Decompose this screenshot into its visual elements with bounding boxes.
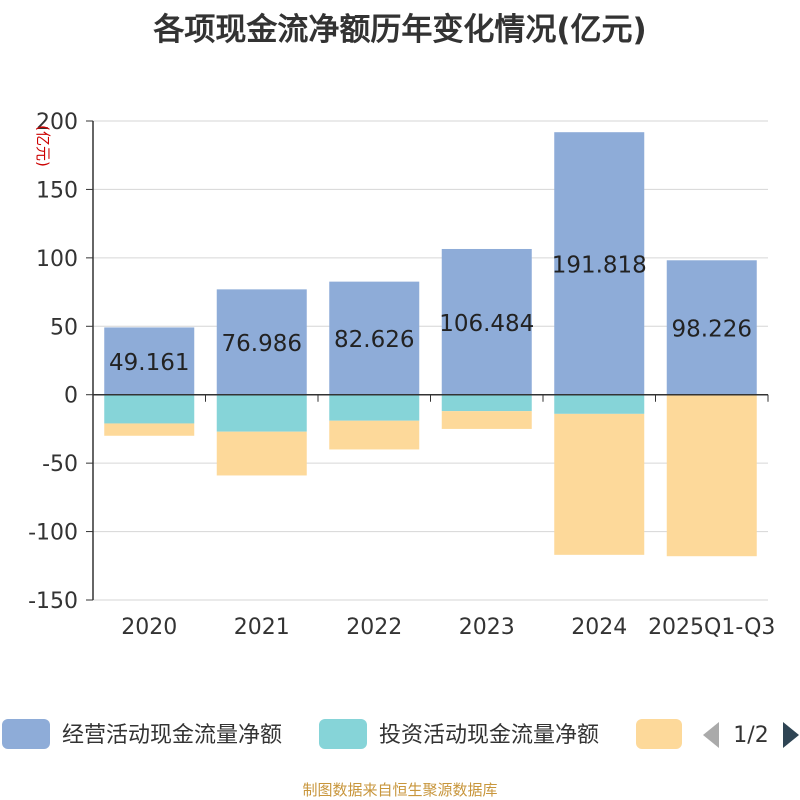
legend-next-arrow-icon[interactable]	[783, 722, 799, 748]
bar-2-2021	[216, 394, 307, 432]
bar-1-2025Q1-Q3	[666, 260, 757, 395]
grid-layer	[93, 120, 768, 601]
legend-label-2: 投资活动现金流量净额	[379, 723, 599, 748]
bar-1-2021	[216, 289, 307, 395]
data-label-2021: 76.986	[222, 331, 302, 357]
legend-swatch-2	[319, 719, 367, 749]
y-tick-label: 100	[36, 247, 78, 272]
data-label-2022: 82.626	[334, 327, 414, 353]
bar-3-2021	[216, 431, 307, 476]
bar-1-2023	[441, 248, 532, 395]
bar-2-2023	[441, 394, 532, 412]
bar-1-2020	[104, 327, 195, 395]
bar-3-2023	[441, 411, 532, 429]
y-axis-unit-label: (亿元)	[34, 125, 52, 167]
x-tick-label: 2023	[459, 615, 515, 640]
y-tick-label: 150	[36, 178, 78, 203]
data-label-2020: 49.161	[109, 350, 189, 376]
bar-1-2022	[329, 281, 420, 395]
legend-page-indicator: 1/2	[733, 723, 768, 748]
data-label-2023: 106.484	[439, 311, 534, 337]
bar-3-2024	[554, 413, 645, 555]
bar-2-2022	[329, 394, 420, 421]
x-tick-label: 2021	[234, 615, 290, 640]
bar-2-2020	[104, 394, 195, 424]
y-tick-label: -150	[28, 589, 78, 614]
y-tick-label: -50	[42, 452, 78, 477]
y-tick-label: 200	[36, 110, 78, 135]
legend-swatch-1	[2, 719, 50, 749]
x-tick-label: 2024	[571, 615, 627, 640]
source-note: 制图数据来自恒生聚源数据库	[302, 781, 498, 799]
legend-layer: 经营活动现金流量净额 投资活动现金流量净额 1/2	[2, 719, 799, 749]
bar-3-2025Q1-Q3	[666, 394, 757, 557]
legend-swatch-3	[636, 719, 682, 749]
legend-label-1: 经营活动现金流量净额	[62, 723, 282, 748]
bar-3-2022	[329, 420, 420, 450]
y-tick-label: -100	[28, 521, 78, 546]
bars-layer	[104, 132, 757, 557]
y-tick-label: 50	[50, 315, 78, 340]
labels-layer: 49.161 76.986 82.626 106.484 191.818 98.226	[109, 252, 752, 376]
legend-prev-arrow-icon[interactable]	[703, 722, 719, 748]
data-label-2024: 191.818	[552, 252, 647, 278]
bar-2-2024	[554, 394, 645, 414]
bar-3-2020	[104, 423, 195, 436]
chart-title: 各项现金流净额历年变化情况(亿元)	[153, 12, 647, 48]
x-tick-label: 2022	[346, 615, 402, 640]
x-tick-label: 2020	[121, 615, 177, 640]
y-tick-label: 0	[64, 384, 78, 409]
x-tick-label: 2025Q1-Q3	[648, 615, 775, 640]
data-label-2025Q1-Q3: 98.226	[672, 316, 752, 342]
axis-layer: 200 150 100 50 0 -50 -100 -150 (亿元) 2020 2021 2022 2…	[28, 110, 775, 640]
bar-1-2024	[554, 132, 645, 395]
